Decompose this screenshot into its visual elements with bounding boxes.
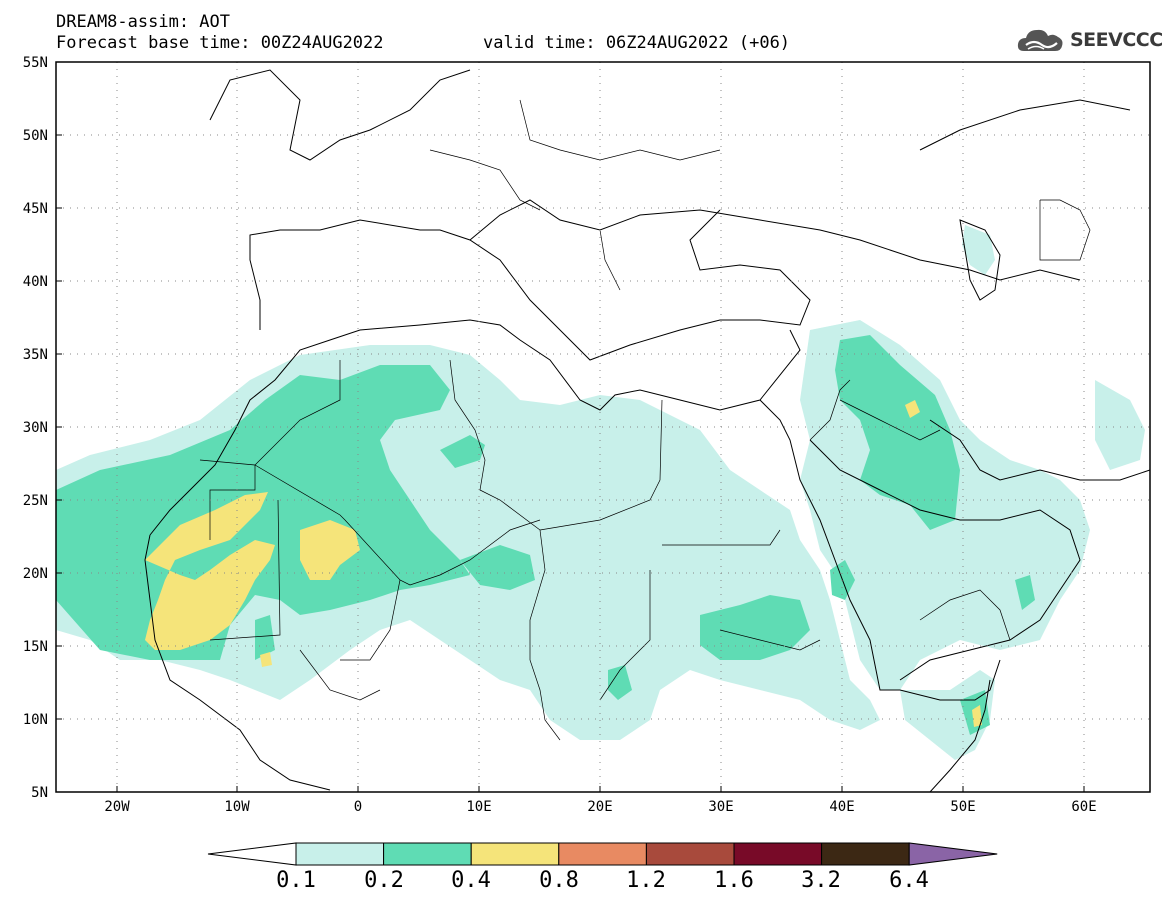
seevccc-logo: SEEVCCC xyxy=(1016,22,1163,58)
colorbar-label: 0.1 xyxy=(276,868,316,893)
lon-label: 10W xyxy=(224,799,250,815)
lat-labels: 55N 50N 45N 40N 35N 30N 25N 20N 15N 10N … xyxy=(23,55,48,801)
lat-label: 40N xyxy=(23,274,48,290)
colorbar-label: 6.4 xyxy=(889,868,929,893)
aot-region-high-iraq xyxy=(905,400,920,418)
lat-label: 50N xyxy=(23,128,48,144)
aot-region-low-horn xyxy=(900,670,995,760)
colorbar-segment xyxy=(383,842,472,866)
lon-labels: 20W 10W 0 10E 20E 30E 40E 50E 60E xyxy=(104,799,1096,815)
colorbar-segment xyxy=(733,842,823,866)
lon-label: 20W xyxy=(104,799,130,815)
colorbar-left-arrow xyxy=(207,842,297,866)
lat-label: 45N xyxy=(23,201,48,217)
colorbar xyxy=(207,842,998,866)
lon-label: 30E xyxy=(708,799,733,815)
lon-label: 50E xyxy=(950,799,975,815)
lon-label: 10E xyxy=(466,799,491,815)
aot-region-mid-mali xyxy=(255,615,275,660)
aot-field xyxy=(56,225,1145,760)
colorbar-segment xyxy=(558,842,647,866)
lat-label: 30N xyxy=(23,420,48,436)
lat-label: 15N xyxy=(23,639,48,655)
aot-region-mid-cam xyxy=(608,665,632,700)
lat-label: 10N xyxy=(23,712,48,728)
aot-region-mid-libya xyxy=(440,435,485,468)
colorbar-label: 3.2 xyxy=(801,868,841,893)
tick-marks xyxy=(56,61,1085,792)
aot-region-mid-sudan xyxy=(700,595,810,660)
colorbar-segment xyxy=(295,842,385,866)
aot-region-high-mauritania xyxy=(145,492,275,650)
lat-label: 25N xyxy=(23,493,48,509)
colorbar-label: 1.6 xyxy=(714,868,754,893)
lon-label: 40E xyxy=(829,799,854,815)
colorbar-right-arrow xyxy=(908,842,998,866)
aot-region-high-mali2 xyxy=(260,652,272,667)
map-title: DREAM8-assim: AOT xyxy=(56,12,230,32)
aot-region-high-mali xyxy=(300,520,360,580)
colorbar-label: 1.2 xyxy=(626,868,666,893)
logo-text: SEEVCCC xyxy=(1070,29,1163,51)
aot-region-mid-sahara xyxy=(56,365,470,660)
valid-time: valid time: 06Z24AUG2022 (+06) xyxy=(483,33,791,53)
lon-label: 20E xyxy=(587,799,612,815)
lon-label: 0 xyxy=(354,799,362,815)
forecast-base-time: Forecast base time: 00Z24AUG2022 xyxy=(56,33,384,53)
lat-label: 20N xyxy=(23,566,48,582)
colorbar-segment xyxy=(821,842,910,866)
graticule xyxy=(56,62,1150,792)
aot-region-low-caspian xyxy=(962,225,995,275)
lat-label: 55N xyxy=(23,55,48,71)
aot-region-high-somalia xyxy=(972,705,982,727)
cloud-icon xyxy=(1017,29,1063,51)
colorbar-label: 0.4 xyxy=(451,868,491,893)
colorbar-label: 0.8 xyxy=(539,868,579,893)
colorbar-label: 0.2 xyxy=(364,868,404,893)
colorbar-segment xyxy=(470,842,560,866)
aot-region-low-iran xyxy=(1095,380,1145,470)
lat-label: 5N xyxy=(31,785,48,801)
aot-region-mid-oman xyxy=(1015,575,1035,610)
lon-label: 60E xyxy=(1071,799,1096,815)
colorbar-segment xyxy=(645,842,735,866)
coastlines xyxy=(144,69,1150,792)
aot-region-mid-chad xyxy=(460,545,535,590)
aot-region-mid-iraq xyxy=(835,335,960,530)
lat-label: 35N xyxy=(23,347,48,363)
